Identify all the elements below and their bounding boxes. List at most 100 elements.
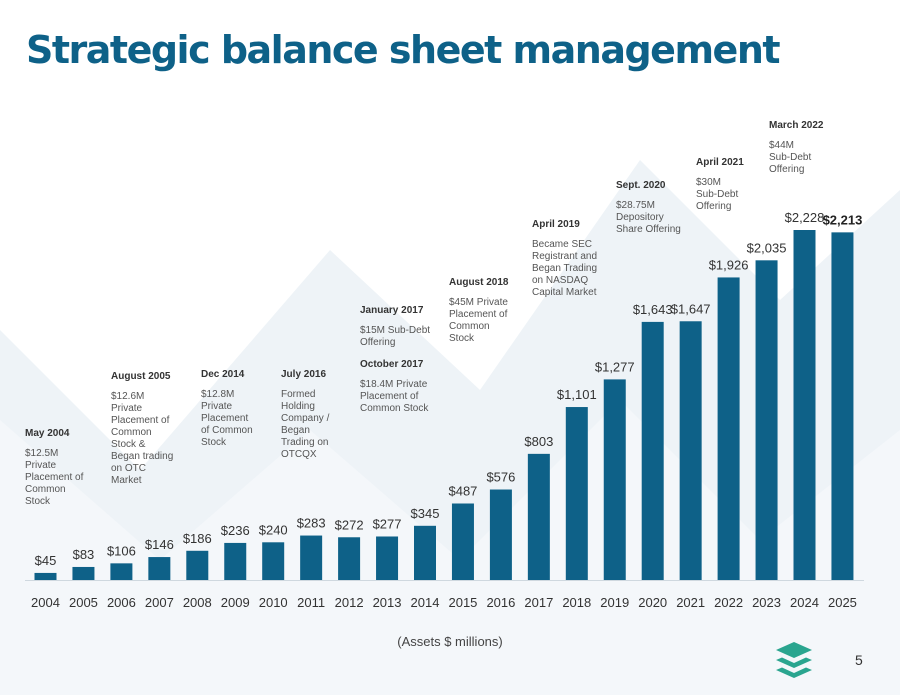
bar-2022: [717, 277, 740, 580]
x-tick-label-2023: 2023: [752, 595, 781, 610]
milestone-annotation: January 2017 $15M Sub-Debt Offering October…: [360, 305, 438, 425]
data-label-2007: $146: [145, 537, 174, 552]
x-tick-label-2018: 2018: [562, 595, 591, 610]
bar-2020: [641, 321, 664, 580]
data-label-2025: $2,213: [823, 212, 863, 227]
bar-2021: [679, 321, 702, 580]
bar-2019: [603, 379, 626, 580]
x-tick-label-2010: 2010: [259, 595, 288, 610]
data-label-2015: $487: [448, 483, 477, 498]
data-label-2010: $240: [259, 522, 288, 537]
milestone-annotation: Dec 2014 $12.8M Private Placement of Common S…: [201, 369, 263, 459]
milestone-date: July 2016: [281, 369, 327, 380]
data-label-2022: $1,926: [709, 257, 749, 272]
milestone-date: April 2019: [532, 219, 580, 230]
x-tick-label-2014: 2014: [411, 595, 440, 610]
data-label-2004: $45: [35, 553, 57, 568]
milestone-description: $15M Sub-Debt Offering: [360, 325, 431, 348]
milestone-date: April 2021: [696, 157, 744, 168]
milestone-description: $12.8M Private Placement of Common Stock: [201, 389, 253, 448]
x-tick-label-2008: 2008: [183, 595, 212, 610]
data-label-2019: $1,277: [595, 359, 635, 374]
x-tick-label-2016: 2016: [486, 595, 515, 610]
bar-2006: [110, 563, 133, 580]
data-label-2006: $106: [107, 543, 136, 558]
data-label-2011: $283: [297, 516, 326, 531]
milestone-annotation: August 2018 $45M Private Placement of Commo…: [449, 277, 517, 355]
milestone-annotation: July 2016 Formed Holding Company / Began Trad…: [281, 369, 336, 471]
data-label-2016: $576: [486, 470, 515, 485]
milestone-annotation: August 2005 $12.6M Private Placement of Comm…: [111, 371, 181, 497]
bar-2018: [565, 407, 588, 580]
x-tick-label-2013: 2013: [373, 595, 402, 610]
x-tick-label-2024: 2024: [790, 595, 819, 610]
bar-2011: [300, 535, 323, 580]
x-tick-label-2009: 2009: [221, 595, 250, 610]
milestone-description: $12.5M Private Placement of Common Stock: [25, 448, 84, 507]
data-label-2021: $1,647: [671, 301, 711, 316]
milestone-date: October 2017: [360, 359, 424, 370]
milestone-date: August 2005: [111, 371, 171, 382]
milestone-date: January 2017: [360, 305, 424, 316]
bar-2013: [376, 536, 399, 580]
milestone-date: March 2022: [769, 120, 824, 131]
x-tick-label-2011: 2011: [297, 595, 325, 610]
milestone-description: $28.75M Depository Share Offering: [616, 200, 681, 235]
milestone-date: August 2018: [449, 277, 509, 288]
data-label-2023: $2,035: [747, 240, 787, 255]
x-tick-label-2025: 2025: [828, 595, 857, 610]
bar-2004: [34, 572, 57, 580]
bar-2012: [338, 537, 361, 580]
data-label-2020: $1,643: [633, 302, 673, 317]
x-tick-label-2020: 2020: [638, 595, 667, 610]
x-axis-caption: (Assets $ millions): [397, 634, 503, 649]
data-label-2005: $83: [73, 547, 95, 562]
milestone-description: Became SEC Registrant and Began Trading on …: [532, 239, 598, 298]
milestone-annotation: March 2022 $44M Sub-Debt Offering: [769, 120, 839, 186]
bar-2009: [224, 542, 247, 580]
bar-2007: [148, 557, 171, 580]
bar-2025: [831, 232, 854, 580]
data-label-2013: $277: [373, 516, 402, 531]
milestone-description: Formed Holding Company / Began Trading on OTC…: [281, 389, 330, 460]
bar-2017: [527, 453, 550, 580]
bar-2008: [186, 550, 209, 580]
company-logo-icon: [776, 642, 812, 678]
milestone-annotation: April 2019 Became SEC Registrant and Began …: [532, 219, 602, 309]
bar-2005: [72, 566, 95, 580]
x-tick-label-2019: 2019: [600, 595, 629, 610]
milestone-annotation: April 2021 $30M Sub-Debt Offering: [696, 157, 751, 223]
x-tick-label-2005: 2005: [69, 595, 98, 610]
data-label-2018: $1,101: [557, 387, 597, 402]
milestone-annotation: Sept. 2020 $28.75M Depository Share Offerin…: [616, 180, 684, 246]
milestone-date: Sept. 2020: [616, 180, 666, 191]
bar-2023: [755, 260, 778, 580]
x-tick-label-2004: 2004: [31, 595, 60, 610]
x-tick-label-2015: 2015: [448, 595, 477, 610]
milestone-description: $44M Sub-Debt Offering: [769, 140, 812, 175]
x-tick-label-2017: 2017: [524, 595, 553, 610]
x-tick-label-2012: 2012: [335, 595, 364, 610]
milestone-date: May 2004: [25, 428, 70, 439]
x-tick-label-2022: 2022: [714, 595, 743, 610]
x-tick-label-2007: 2007: [145, 595, 174, 610]
x-tick-label-2021: 2021: [676, 595, 705, 610]
data-label-2012: $272: [335, 517, 364, 532]
milestone-date: Dec 2014: [201, 369, 245, 380]
bar-2010: [262, 542, 285, 580]
data-label-2008: $186: [183, 531, 212, 546]
data-label-2009: $236: [221, 523, 250, 538]
page-title: Strategic balance sheet management: [26, 28, 781, 72]
milestone-description: $45M Private Placement of Common Stock: [449, 297, 508, 344]
milestone-description: $18.4M Private Placement of Common Stock: [360, 379, 429, 414]
bar-2016: [489, 489, 512, 580]
milestone-annotation: May 2004 $12.5M Private Placement of Common S…: [25, 428, 95, 518]
bar-2015: [451, 503, 474, 580]
page-number: 5: [855, 652, 863, 668]
x-tick-label-2006: 2006: [107, 595, 136, 610]
data-label-2014: $345: [411, 506, 440, 521]
milestone-description: $12.6M Private Placement of Common Stock & Be…: [111, 391, 174, 486]
bar-2024: [793, 230, 816, 580]
milestone-description: $30M Sub-Debt Offering: [696, 177, 739, 212]
